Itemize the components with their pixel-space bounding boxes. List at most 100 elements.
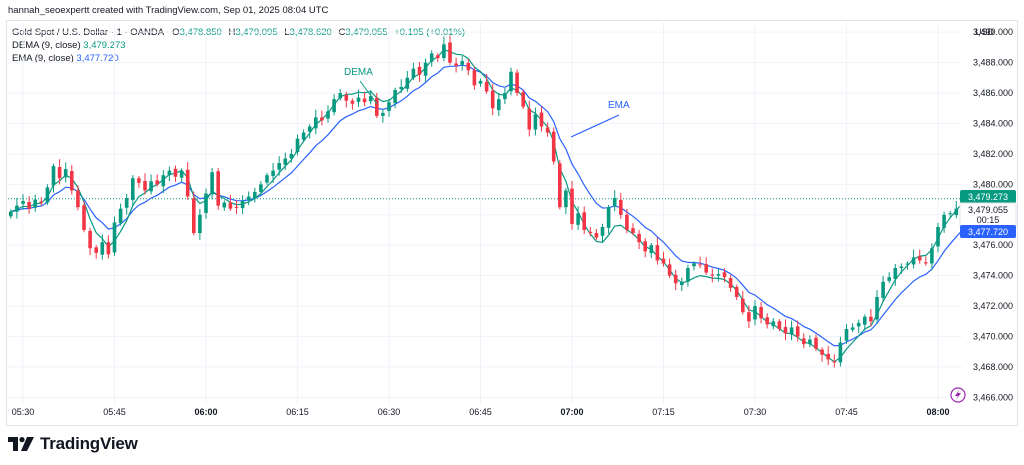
candle-body[interactable] [936, 226, 940, 247]
candle-body[interactable] [698, 264, 702, 266]
candle-body[interactable] [899, 266, 904, 269]
candle-body[interactable] [649, 245, 654, 254]
candle-body[interactable] [460, 61, 464, 65]
candle-body[interactable] [478, 80, 483, 84]
candle-body[interactable] [88, 230, 92, 249]
candle-body[interactable] [393, 90, 397, 104]
candle-body[interactable] [106, 242, 111, 255]
candle-body[interactable] [33, 199, 37, 208]
candle-body[interactable] [442, 44, 446, 59]
candle-body[interactable] [466, 62, 471, 71]
candle-body[interactable] [661, 258, 666, 264]
candle-body[interactable] [326, 111, 330, 119]
candle-body[interactable] [137, 178, 141, 183]
candle-body[interactable] [911, 257, 916, 265]
candle-body[interactable] [905, 263, 910, 265]
candle-body[interactable] [625, 214, 629, 230]
candle-body[interactable] [246, 196, 251, 201]
candle-body[interactable] [692, 263, 696, 267]
candle-body[interactable] [722, 272, 727, 278]
candle-body[interactable] [558, 163, 562, 208]
candle-body[interactable] [582, 212, 586, 230]
candle-body[interactable] [448, 42, 452, 63]
candle-body[interactable] [9, 211, 13, 217]
candle-body[interactable] [39, 201, 44, 203]
candle-body[interactable] [515, 72, 519, 94]
candle-body[interactable] [454, 63, 458, 66]
candle-body[interactable] [131, 178, 135, 200]
candle-body[interactable] [314, 117, 318, 129]
candle-body[interactable] [765, 317, 769, 325]
candle-body[interactable] [710, 274, 715, 276]
candle-body[interactable] [198, 214, 202, 234]
candle-body[interactable] [179, 170, 184, 178]
candle-body[interactable] [350, 100, 355, 104]
candle-body[interactable] [265, 175, 269, 183]
candle-body[interactable] [850, 327, 855, 330]
candle-body[interactable] [228, 202, 233, 209]
candle-body[interactable] [795, 326, 800, 337]
candle-body[interactable] [789, 327, 794, 335]
footer-brand[interactable]: TradingView [8, 434, 138, 454]
candle-body[interactable] [429, 53, 434, 62]
candle-body[interactable] [863, 316, 867, 325]
candle-body[interactable] [509, 71, 513, 92]
candle-body[interactable] [588, 231, 593, 234]
candle-body[interactable] [332, 99, 336, 113]
candle-body[interactable] [704, 264, 708, 273]
candle-body[interactable] [222, 202, 227, 208]
candle-body[interactable] [161, 175, 166, 187]
candle-body[interactable] [551, 131, 556, 162]
candle-body[interactable] [826, 353, 830, 360]
candle-body[interactable] [631, 228, 635, 234]
candle-body[interactable] [381, 112, 385, 116]
candle-body[interactable] [338, 93, 342, 99]
candle-body[interactable] [289, 153, 294, 159]
candle-body[interactable] [820, 349, 824, 355]
candle-body[interactable] [417, 66, 422, 75]
candle-body[interactable] [545, 127, 550, 133]
candle-body[interactable] [930, 248, 934, 264]
candle-body[interactable] [594, 233, 599, 238]
candle-body[interactable] [832, 361, 837, 363]
candle-body[interactable] [741, 298, 745, 313]
candle-body[interactable] [143, 181, 147, 191]
candle-body[interactable] [838, 342, 843, 363]
candle-body[interactable] [94, 247, 98, 253]
candle-body[interactable] [808, 339, 812, 345]
candle-body[interactable] [917, 256, 922, 261]
candle-body[interactable] [320, 117, 324, 121]
candle-body[interactable] [57, 167, 62, 179]
candle-body[interactable] [436, 55, 440, 59]
candle-body[interactable] [307, 126, 312, 132]
candle-body[interactable] [51, 166, 56, 186]
candle-body[interactable] [301, 132, 306, 140]
candle-body[interactable] [70, 170, 74, 191]
candle-body[interactable] [497, 99, 501, 111]
candle-body[interactable] [869, 316, 873, 322]
candle-body[interactable] [539, 112, 544, 127]
candle-body[interactable] [637, 233, 641, 243]
candle-body[interactable] [954, 208, 959, 216]
candle-body[interactable] [411, 68, 416, 78]
candle-body[interactable] [295, 138, 300, 153]
candle-body[interactable] [118, 208, 123, 224]
candle-body[interactable] [277, 163, 281, 170]
candle-body[interactable] [27, 202, 31, 209]
candle-body[interactable] [747, 312, 751, 322]
candle-body[interactable] [802, 338, 806, 345]
candle-body[interactable] [173, 168, 178, 177]
candle-body[interactable] [576, 213, 580, 225]
candle-body[interactable] [405, 77, 410, 89]
candle-body[interactable] [15, 205, 19, 212]
candle-body[interactable] [149, 181, 153, 192]
candle-body[interactable] [856, 322, 861, 327]
candle-body[interactable] [759, 307, 763, 319]
candle-body[interactable] [783, 327, 788, 334]
candle-body[interactable] [423, 62, 428, 76]
candle-body[interactable] [472, 70, 477, 86]
candle-body[interactable] [844, 328, 849, 341]
candle-body[interactable] [124, 198, 129, 208]
candle-body[interactable] [686, 268, 690, 282]
candle-body[interactable] [356, 97, 361, 102]
